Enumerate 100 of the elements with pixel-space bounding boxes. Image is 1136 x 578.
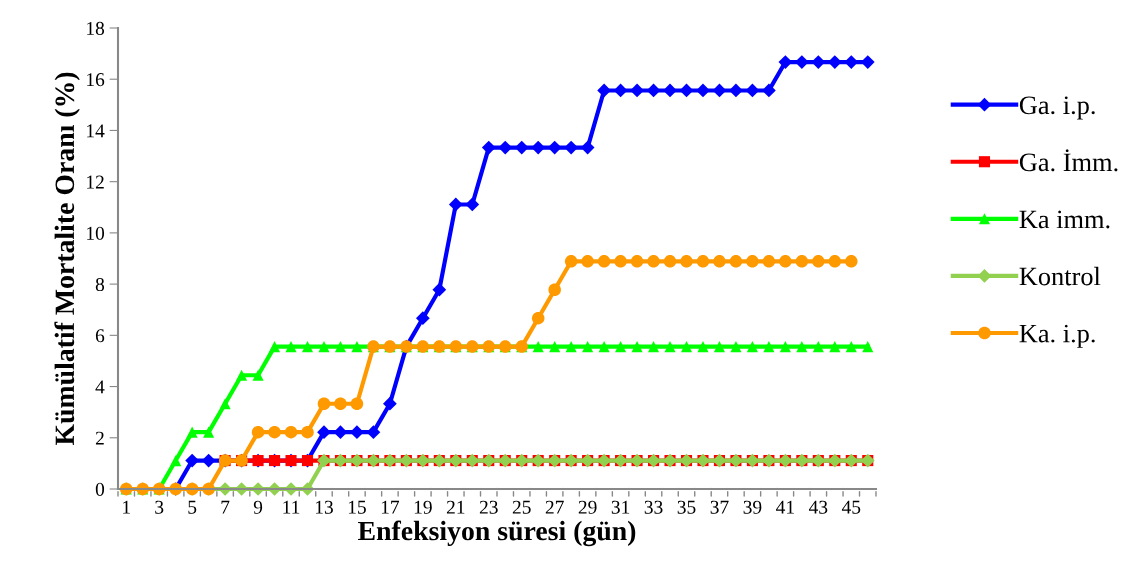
point (351, 341, 363, 353)
point (333, 425, 348, 440)
point (713, 255, 726, 268)
point (696, 255, 710, 268)
point (730, 341, 742, 353)
point (465, 197, 480, 212)
point (647, 341, 660, 353)
point (350, 425, 364, 440)
point (498, 140, 513, 155)
point (301, 341, 314, 353)
x-tick-label: 5 (188, 500, 197, 514)
y-tick-label: 6 (95, 329, 105, 343)
y-tick-label: 12 (87, 175, 104, 189)
y-tick-label: 10 (87, 226, 105, 240)
point (334, 341, 347, 353)
point (481, 140, 496, 155)
x-axis-title: Enfeksiyon süresi (gün) (358, 520, 636, 547)
y-tick-label: 18 (87, 21, 105, 35)
point (564, 255, 578, 268)
point (779, 341, 791, 353)
point (203, 426, 215, 438)
x-tick-label: 3 (155, 500, 164, 514)
x-tick-label: 21 (446, 500, 465, 514)
x-tick-label: 27 (545, 500, 564, 514)
point (531, 140, 546, 155)
y-tick-label: 4 (95, 380, 105, 394)
point (762, 83, 776, 98)
point (301, 425, 314, 439)
point (514, 140, 529, 155)
x-tick-label: 45 (841, 500, 861, 514)
x-tick-label: 1 (123, 500, 130, 514)
y-tick-label: 2 (95, 431, 104, 445)
point (415, 311, 430, 326)
x-tick-label: 39 (743, 500, 762, 514)
point (581, 255, 594, 268)
y-tick-label: 0 (95, 482, 105, 496)
x-tick-label: 13 (315, 500, 333, 514)
point (547, 140, 562, 155)
point (763, 341, 775, 353)
point (285, 341, 297, 353)
point (219, 398, 231, 410)
point (549, 341, 561, 353)
x-tick-label: 33 (644, 500, 663, 514)
point (828, 255, 842, 268)
point (795, 255, 809, 268)
x-tick-label: 43 (808, 500, 828, 514)
point (845, 255, 858, 268)
point (317, 425, 331, 440)
point (432, 282, 447, 297)
point (334, 397, 347, 410)
point (366, 425, 381, 440)
x-tick-label: 11 (283, 500, 300, 514)
point (811, 55, 826, 69)
x-tick-label: 41 (776, 500, 794, 514)
legend-label: Ga. i.p. (1019, 96, 1095, 120)
point (812, 255, 825, 268)
x-tick-label: 31 (611, 500, 630, 514)
point (762, 255, 776, 268)
x-tick-label: 23 (479, 500, 498, 514)
point (680, 255, 693, 268)
point (779, 255, 792, 268)
point (663, 83, 677, 98)
point (252, 369, 264, 381)
legend-label: Ka imm. (1019, 210, 1110, 229)
point (829, 341, 841, 353)
x-tick-label: 17 (381, 500, 400, 514)
point (729, 255, 743, 268)
point (615, 341, 627, 353)
point (318, 341, 330, 353)
point (531, 311, 545, 325)
point (729, 83, 743, 98)
point (548, 283, 561, 296)
legend-label: Ka. i.p. (1019, 324, 1095, 348)
point (796, 341, 808, 353)
point (268, 341, 281, 353)
point (350, 397, 364, 410)
point (845, 341, 857, 353)
point (630, 83, 644, 98)
x-tick-label: 9 (253, 500, 263, 514)
point (631, 341, 643, 353)
point (597, 83, 611, 98)
point (746, 341, 758, 353)
point (663, 255, 677, 268)
y-tick-label: 14 (87, 124, 105, 138)
point (268, 425, 281, 439)
x-tick-label: 19 (414, 500, 432, 514)
point (284, 425, 298, 439)
point (598, 341, 610, 353)
point (580, 140, 595, 155)
x-tick-label: 37 (710, 500, 729, 514)
point (236, 369, 248, 381)
point (317, 397, 331, 410)
point (448, 197, 463, 212)
legend-label: Kontrol (1019, 266, 1101, 286)
point (680, 341, 693, 353)
point (383, 396, 397, 411)
x-tick-label: 15 (348, 500, 366, 514)
point (697, 341, 709, 353)
point (713, 341, 726, 353)
point (778, 55, 793, 69)
